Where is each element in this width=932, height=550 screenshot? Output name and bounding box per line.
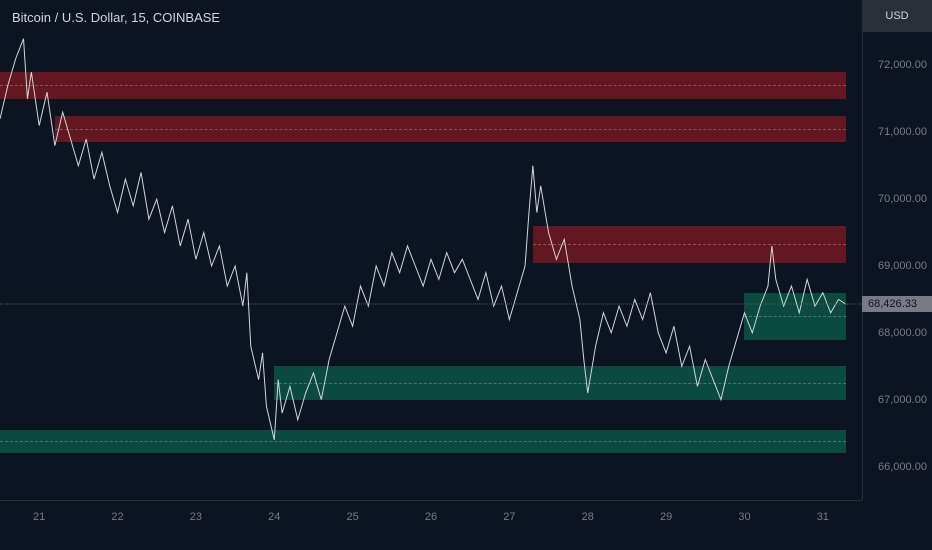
x-tick-label: 23 bbox=[190, 511, 202, 523]
x-tick-label: 24 bbox=[268, 511, 280, 523]
x-tick-label: 27 bbox=[503, 511, 515, 523]
y-tick-label: 72,000.00 bbox=[870, 59, 932, 71]
y-tick-label: 71,000.00 bbox=[870, 126, 932, 138]
x-tick-label: 29 bbox=[660, 511, 672, 523]
y-tick-label: 69,000.00 bbox=[870, 260, 932, 272]
current-price-line bbox=[0, 304, 862, 305]
y-axis-header: USD bbox=[862, 0, 932, 32]
y-tick-label: 70,000.00 bbox=[870, 193, 932, 205]
x-axis: 21 22 23 24 25 26 27 28 29 30 31 bbox=[0, 500, 862, 550]
x-tick-label: 28 bbox=[582, 511, 594, 523]
y-axis: USD 66,000.00 67,000.00 68,000.00 69,000.00… bbox=[862, 0, 932, 500]
x-tick-label: 30 bbox=[738, 511, 750, 523]
x-tick-label: 22 bbox=[111, 511, 123, 523]
y-tick-label: 67,000.00 bbox=[870, 394, 932, 406]
chart-title: Bitcoin / U.S. Dollar, 15, COINBASE bbox=[12, 10, 220, 25]
x-tick-label: 21 bbox=[33, 511, 45, 523]
x-tick-label: 31 bbox=[817, 511, 829, 523]
x-tick-label: 25 bbox=[347, 511, 359, 523]
y-tick-label: 68,000.00 bbox=[870, 327, 932, 339]
price-line bbox=[0, 0, 862, 500]
x-tick-label: 26 bbox=[425, 511, 437, 523]
current-price-badge: 68,426.33 bbox=[862, 296, 932, 312]
chart-plot-area[interactable]: Bitcoin / U.S. Dollar, 15, COINBASE bbox=[0, 0, 862, 500]
y-tick-label: 66,000.00 bbox=[870, 461, 932, 473]
